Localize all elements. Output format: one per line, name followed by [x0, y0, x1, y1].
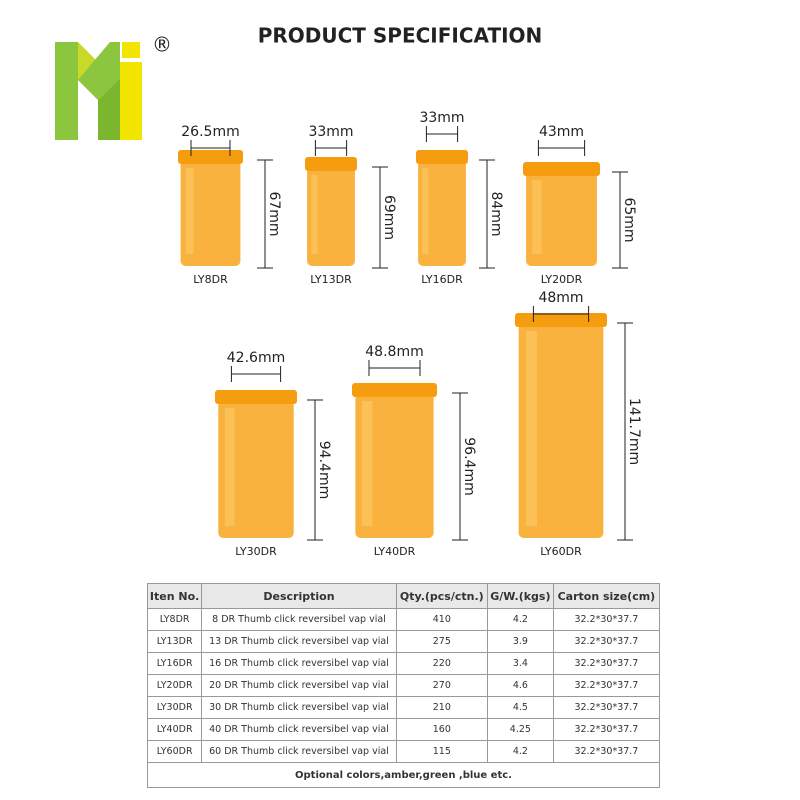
header-cell: Iten No. [146, 583, 203, 609]
vial-shine [185, 168, 194, 254]
table-cell: 32.2*30*37.7 [552, 718, 661, 741]
header-cell: Description [201, 583, 397, 609]
table-cell: 160 [395, 718, 488, 741]
table-cell: 3.9 [486, 630, 554, 653]
table-cell: 32.2*30*37.7 [552, 674, 661, 697]
vial-shine [526, 331, 538, 526]
table-cell: 32.2*30*37.7 [552, 652, 661, 675]
table-cell: 32.2*30*37.7 [552, 696, 661, 719]
vial-cap [515, 313, 607, 327]
spec-table: Iten No. Description Qty.(pcs/ctn.) G/W.(kg… [146, 583, 661, 788]
vial-cap [305, 157, 357, 171]
vial-cap [523, 162, 600, 176]
table-cell: 13 DR Thumb click reversibel vap vial [201, 630, 397, 653]
table-cell: LY30DR [146, 696, 203, 719]
table-cell: LY20DR [146, 674, 203, 697]
table-row: LY40DR 40 DR Thumb click reversibel vap v… [146, 718, 661, 741]
table-cell: 40 DR Thumb click reversibel vap vial [201, 718, 397, 741]
table-cell: 4.5 [486, 696, 554, 719]
table-cell: 220 [395, 652, 488, 675]
table-cell: 4.2 [486, 608, 554, 631]
width-label: 48.8mm [365, 344, 423, 360]
table-cell: 115 [395, 740, 488, 763]
vial-body [307, 167, 355, 266]
vial-cap [416, 150, 468, 164]
table-cell: 32.2*30*37.7 [552, 630, 661, 653]
table-cell: 270 [395, 674, 488, 697]
height-label: 141.7mm [626, 398, 642, 465]
logo: ® [55, 33, 172, 140]
table-cell: 32.2*30*37.7 [552, 608, 661, 631]
table-row: LY16DR 16 DR Thumb click reversibel vap v… [146, 652, 661, 675]
vial-shine [422, 168, 429, 254]
table-cell: 4.6 [486, 674, 554, 697]
table-cell: 8 DR Thumb click reversibel vap vial [201, 608, 397, 631]
vial-cap [352, 383, 437, 397]
table-cell: 4.25 [486, 718, 554, 741]
table-row: LY60DR 60 DR Thumb click reversibel vap v… [146, 740, 661, 763]
table-cell: 410 [395, 608, 488, 631]
width-label: 33mm [419, 110, 464, 126]
vial-shine [532, 180, 542, 254]
table-cell: LY16DR [146, 652, 203, 675]
vials: 26.5mm 67mm LY8DR 33mm 69mm LY13DR 33mm 84mm LY1… [178, 110, 642, 558]
vial-cap [215, 390, 297, 404]
vial-shine [362, 401, 373, 526]
table-cell: 30 DR Thumb click reversibel vap vial [201, 696, 397, 719]
width-label: 43mm [539, 124, 584, 140]
vial-body [218, 400, 294, 538]
vial-shine [224, 408, 235, 526]
header-cell: Qty.(pcs/ctn.) [395, 583, 488, 609]
table-cell: 275 [395, 630, 488, 653]
vial-body [355, 393, 434, 538]
vial-name: LY13DR [310, 273, 352, 286]
table-cell: 60 DR Thumb click reversibel vap vial [201, 740, 397, 763]
registered-mark: ® [152, 33, 172, 57]
height-label: 67mm [266, 191, 282, 236]
header-row: Iten No. Description Qty.(pcs/ctn.) G/W.(kg… [146, 583, 661, 609]
header-cell: G/W.(kgs) [486, 583, 554, 609]
height-label: 84mm [488, 191, 504, 236]
height-label: 96.4mm [461, 437, 477, 495]
vial-name: LY8DR [193, 273, 228, 286]
vial-cap [178, 150, 243, 164]
vial-name: LY16DR [421, 273, 463, 286]
height-label: 94.4mm [316, 441, 332, 499]
table-cell: LY40DR [146, 718, 203, 741]
header-cell: Carton size(cm) [552, 583, 661, 609]
vial-name: LY60DR [540, 545, 582, 558]
table-cell: 32.2*30*37.7 [552, 740, 661, 763]
vial-body [526, 172, 597, 266]
title: PRODUCT SPECIFICATION [258, 24, 543, 48]
width-label: 26.5mm [181, 124, 239, 140]
width-label: 48mm [538, 290, 583, 306]
table-cell: LY13DR [146, 630, 203, 653]
table-row: LY13DR 13 DR Thumb click reversibel vap v… [146, 630, 661, 653]
vial-body [518, 323, 604, 538]
table-row: LY30DR 30 DR Thumb click reversibel vap v… [146, 696, 661, 719]
table-row: LY8DR 8 DR Thumb click reversibel vap via… [146, 608, 661, 631]
illustration: ® PRODUCT SPECIFICATION 26.5mm 67mm LY8DR 3… [55, 24, 642, 558]
table-row: LY20DR 20 DR Thumb click reversibel vap v… [146, 674, 661, 697]
vial-name: LY30DR [235, 545, 277, 558]
vial-name: LY20DR [541, 273, 583, 286]
table-cell: LY60DR [146, 740, 203, 763]
height-label: 69mm [381, 195, 397, 240]
vial-shine [311, 175, 318, 254]
height-label: 65mm [621, 197, 637, 242]
width-label: 42.6mm [227, 350, 285, 366]
vial-name: LY40DR [374, 545, 416, 558]
table-cell: LY8DR [146, 608, 203, 631]
vial-body [180, 160, 241, 266]
table-cell: 16 DR Thumb click reversibel vap vial [201, 652, 397, 675]
vial-body [418, 160, 466, 266]
table-cell: 20 DR Thumb click reversibel vap vial [201, 674, 397, 697]
width-label: 33mm [308, 124, 353, 140]
table-cell: 210 [395, 696, 488, 719]
table-cell: 3.4 [486, 652, 554, 675]
footer-note: Optional colors,amber,green ,blue etc. [147, 762, 660, 788]
table-cell: 4.2 [486, 740, 554, 763]
